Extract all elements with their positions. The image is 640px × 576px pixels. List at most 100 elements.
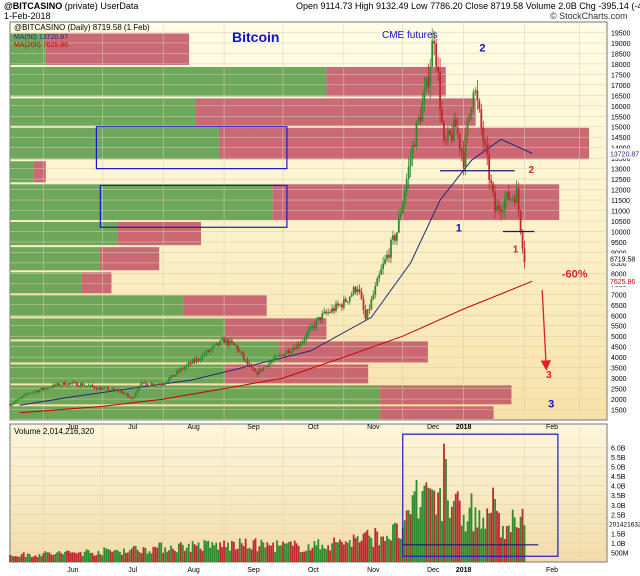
candle-body bbox=[172, 375, 174, 377]
candle-body bbox=[115, 389, 117, 391]
low-value: 7786.20 bbox=[430, 1, 463, 11]
volume-bar bbox=[199, 548, 202, 562]
close-label: Close bbox=[465, 1, 489, 11]
candle-body bbox=[474, 90, 477, 93]
volume-bar bbox=[411, 495, 414, 562]
date-tick-label: Jun bbox=[67, 424, 78, 431]
volume-bar bbox=[99, 554, 102, 562]
candle-body bbox=[50, 387, 53, 389]
volume-bar bbox=[378, 545, 381, 562]
candle-body bbox=[20, 396, 23, 398]
candle-body bbox=[150, 383, 153, 386]
candle-body bbox=[111, 388, 114, 390]
price-axis: 1500 2000 2500 3000 3500 4000 4500 5000 5500 6000… bbox=[608, 30, 639, 415]
candle-body bbox=[354, 287, 357, 293]
volume-bar bbox=[319, 549, 322, 562]
volume-bar bbox=[309, 550, 312, 562]
wave-annotation: 3 bbox=[548, 398, 554, 410]
price-tick-label: 13000 bbox=[611, 167, 631, 174]
volume-bar bbox=[409, 514, 412, 562]
price-tick-label: 8000 bbox=[611, 271, 627, 278]
candle-body bbox=[478, 100, 481, 110]
volume-bar bbox=[392, 524, 394, 562]
quote-line: Open 9114.73 High 9132.49 Low 7786.20 Cl… bbox=[296, 1, 640, 11]
volume-bar bbox=[69, 552, 72, 562]
candle-body bbox=[399, 213, 402, 217]
candle-body bbox=[348, 296, 351, 302]
volume-bar bbox=[209, 547, 212, 562]
candle-body bbox=[480, 109, 483, 128]
candle-body bbox=[187, 362, 190, 366]
volume-bar bbox=[333, 537, 335, 562]
volume-label: Volume bbox=[525, 1, 556, 11]
candle-body bbox=[409, 158, 412, 167]
candle-body bbox=[503, 199, 506, 211]
volume-bar bbox=[232, 541, 235, 562]
volume-bar bbox=[272, 542, 275, 562]
candle-body bbox=[242, 353, 245, 360]
candle-body bbox=[488, 154, 491, 181]
watermark: © StockCharts.com bbox=[550, 11, 628, 21]
volume-bar bbox=[372, 546, 375, 562]
price-tick-label: 13500 bbox=[611, 156, 631, 163]
candle-body bbox=[337, 303, 339, 306]
candle-body bbox=[158, 383, 161, 385]
volume-bar bbox=[26, 553, 29, 562]
candle-body bbox=[401, 203, 404, 214]
volume-bar bbox=[364, 531, 367, 562]
volume-bar bbox=[425, 482, 428, 562]
volume-bar bbox=[71, 552, 74, 562]
candle-body bbox=[170, 375, 172, 379]
volume-bar bbox=[433, 490, 436, 562]
volume-bar bbox=[513, 517, 516, 562]
candle-body bbox=[164, 383, 167, 385]
volume-bar bbox=[301, 551, 304, 562]
candle-body bbox=[392, 235, 394, 240]
volume-tick-label: 1.0B bbox=[611, 541, 626, 548]
volume-bar bbox=[105, 548, 108, 562]
candle-body bbox=[443, 122, 445, 140]
candle-body bbox=[415, 121, 418, 147]
candle-body bbox=[18, 397, 21, 399]
volume-bar bbox=[132, 545, 135, 562]
volume-bar bbox=[474, 507, 477, 562]
volume-bar bbox=[22, 552, 25, 562]
volume-bar bbox=[134, 545, 137, 562]
candle-body bbox=[325, 311, 328, 314]
volume-bar bbox=[148, 551, 151, 562]
candle-body bbox=[58, 383, 60, 386]
volume-bar bbox=[439, 488, 441, 562]
vbp-green-bar bbox=[10, 406, 381, 419]
volume-bar bbox=[454, 493, 457, 562]
volume-bar bbox=[38, 554, 41, 562]
candle-body bbox=[462, 151, 465, 168]
volume-bar bbox=[24, 556, 27, 562]
volume-tick-label: 5.5B bbox=[611, 455, 626, 462]
volume-bar bbox=[73, 552, 76, 562]
volume-bar bbox=[172, 548, 174, 562]
volume-bar bbox=[111, 552, 114, 562]
candle-body bbox=[130, 397, 133, 399]
vbp-red-bar bbox=[33, 161, 46, 183]
volume-bar bbox=[103, 547, 106, 562]
volume-bar bbox=[93, 555, 96, 562]
candle-body bbox=[215, 343, 218, 345]
volume-date-tick-label: 2018 bbox=[456, 567, 472, 574]
volume-bar bbox=[356, 536, 359, 562]
volume-bar bbox=[44, 551, 47, 562]
candle-body bbox=[464, 134, 467, 168]
candle-body bbox=[441, 109, 443, 123]
volume-bar bbox=[327, 545, 330, 562]
volume-bar bbox=[262, 542, 265, 562]
price-tick-label: 12500 bbox=[611, 177, 631, 184]
volume-bar bbox=[305, 550, 308, 562]
volume-bar bbox=[482, 517, 485, 562]
volume-bar bbox=[291, 545, 294, 562]
candle-body bbox=[62, 382, 64, 385]
volume-bar bbox=[181, 544, 184, 562]
volume-bar bbox=[109, 549, 112, 562]
candle-body bbox=[482, 127, 485, 143]
candle-body bbox=[87, 385, 90, 387]
volume-bar bbox=[380, 536, 383, 562]
volume-bar bbox=[427, 487, 430, 562]
